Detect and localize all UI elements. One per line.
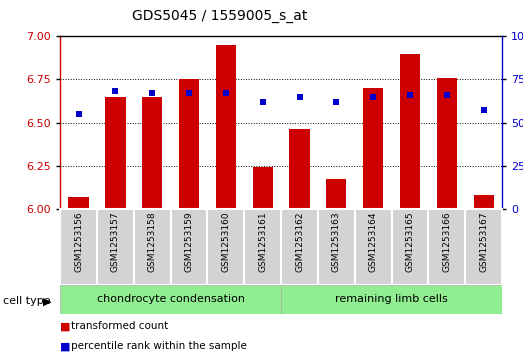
Bar — [179, 79, 199, 209]
Bar — [437, 78, 457, 209]
Text: GSM1253162: GSM1253162 — [295, 211, 304, 272]
Bar — [465, 209, 502, 285]
Text: ■: ■ — [60, 321, 71, 331]
Bar — [355, 209, 392, 285]
Bar — [170, 209, 208, 285]
Bar — [134, 209, 170, 285]
Bar — [392, 209, 428, 285]
Bar — [244, 209, 281, 285]
Bar — [142, 97, 162, 209]
Text: GSM1253163: GSM1253163 — [332, 211, 341, 272]
Point — [222, 90, 230, 96]
Point — [74, 111, 83, 117]
Text: chondrocyte condensation: chondrocyte condensation — [97, 294, 245, 305]
Bar — [60, 285, 281, 314]
Bar — [289, 130, 310, 209]
Bar — [253, 167, 273, 209]
Text: GSM1253160: GSM1253160 — [221, 211, 230, 272]
Text: transformed count: transformed count — [71, 321, 168, 331]
Bar — [105, 97, 126, 209]
Bar — [400, 54, 420, 209]
Point — [442, 92, 451, 98]
Text: GSM1253157: GSM1253157 — [111, 211, 120, 272]
Bar — [281, 285, 502, 314]
Point — [185, 90, 193, 96]
Point — [480, 107, 488, 113]
Text: ■: ■ — [60, 341, 71, 351]
Text: GSM1253159: GSM1253159 — [185, 211, 194, 272]
Text: GSM1253164: GSM1253164 — [369, 211, 378, 272]
Point — [332, 99, 340, 105]
Bar — [216, 45, 236, 209]
Bar — [473, 195, 494, 209]
Bar — [428, 209, 465, 285]
Text: ▶: ▶ — [43, 296, 51, 306]
Text: GSM1253167: GSM1253167 — [479, 211, 488, 272]
Text: GSM1253156: GSM1253156 — [74, 211, 83, 272]
Point — [258, 99, 267, 105]
Text: GSM1253165: GSM1253165 — [405, 211, 415, 272]
Text: GSM1253166: GSM1253166 — [442, 211, 451, 272]
Text: GDS5045 / 1559005_s_at: GDS5045 / 1559005_s_at — [132, 9, 308, 23]
Text: GSM1253158: GSM1253158 — [147, 211, 157, 272]
Bar — [60, 209, 97, 285]
Text: cell type: cell type — [3, 296, 50, 306]
Text: percentile rank within the sample: percentile rank within the sample — [71, 341, 246, 351]
Point — [406, 92, 414, 98]
Bar — [97, 209, 134, 285]
Point — [148, 90, 156, 96]
Point — [369, 94, 378, 99]
Bar — [326, 179, 346, 209]
Point — [295, 94, 304, 99]
Bar — [318, 209, 355, 285]
Point — [111, 89, 120, 94]
Bar — [363, 88, 383, 209]
Bar — [69, 197, 89, 209]
Bar — [208, 209, 244, 285]
Bar — [281, 209, 318, 285]
Text: GSM1253161: GSM1253161 — [258, 211, 267, 272]
Text: remaining limb cells: remaining limb cells — [335, 294, 448, 305]
